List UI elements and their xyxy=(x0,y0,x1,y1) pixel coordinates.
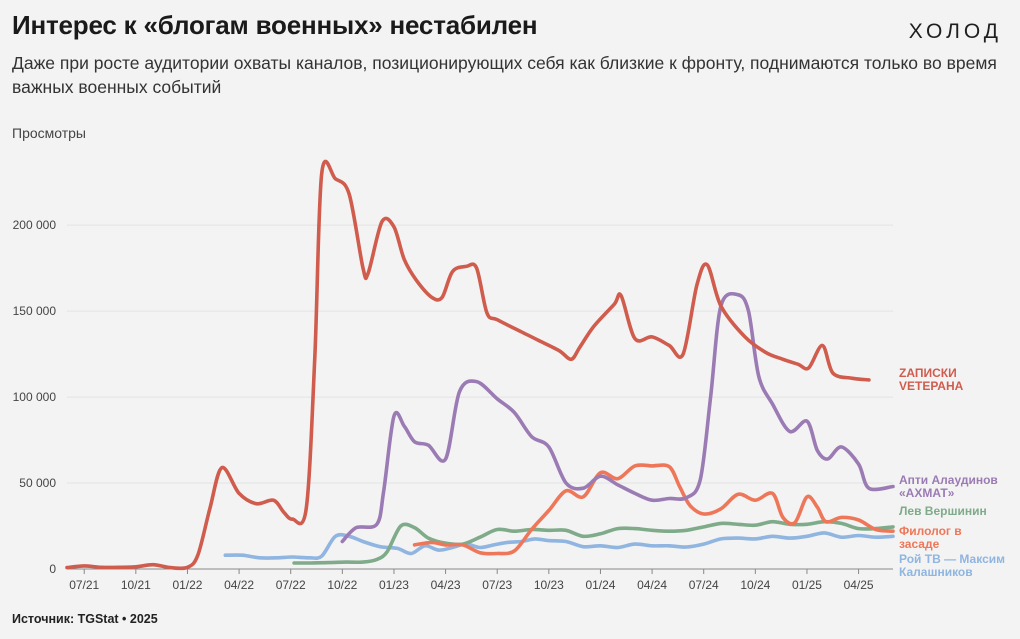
chart-subtitle: Даже при росте аудитории охваты каналов,… xyxy=(12,53,997,97)
series-label: Апти Алаудинов «АХМАТ» xyxy=(899,473,998,500)
x-tick-label: 01/25 xyxy=(792,578,822,592)
source-note: Источник: TGStat • 2025 xyxy=(12,612,158,626)
x-tick-label: 07/22 xyxy=(276,578,306,592)
series-line xyxy=(223,531,895,560)
series-label: Филолог в засаде xyxy=(899,524,962,551)
y-tick-label: 100 000 xyxy=(13,390,57,404)
x-tick-label: 04/25 xyxy=(844,578,874,592)
brand-logo: ХОЛОД xyxy=(908,20,1002,43)
series-label: Рой ТВ — Максим Калашников xyxy=(899,552,1005,579)
y-tick-label: 0 xyxy=(49,562,56,576)
series-lines xyxy=(65,159,895,571)
x-tick-label: 07/23 xyxy=(482,578,512,592)
y-axis-ticks: 0 50 000 100 000 150 000 200 000 xyxy=(13,218,57,576)
x-tick-label: 10/24 xyxy=(740,578,770,592)
series-label: Лев Вершинин xyxy=(899,504,987,518)
x-tick-label: 10/22 xyxy=(327,578,357,592)
x-tick-label: 04/23 xyxy=(431,578,461,592)
y-tick-label: 50 000 xyxy=(19,476,56,490)
series-line xyxy=(65,159,871,571)
series-line xyxy=(412,463,895,556)
y-tick-label: 200 000 xyxy=(13,218,57,232)
x-tick-label: 01/24 xyxy=(585,578,615,592)
series-label: ZАПИСКИ VЕТЕРАНА xyxy=(899,366,964,393)
y-axis-label: Просмотры xyxy=(12,125,86,141)
series-line xyxy=(292,519,895,565)
chart-title: Интерес к «блогам военных» нестабилен xyxy=(12,10,538,40)
x-tick-label: 04/22 xyxy=(224,578,254,592)
x-tick-label: 10/21 xyxy=(121,578,151,592)
series-labels: Рой ТВ — Максим Калашников Лев Вершинин Фил… xyxy=(899,366,1005,579)
x-tick-label: 01/23 xyxy=(379,578,409,592)
series-line xyxy=(340,291,895,544)
x-tick-label: 04/24 xyxy=(637,578,667,592)
x-axis-ticks: 07/21 10/21 01/22 04/22 07/22 10/22 01/23 04/23… xyxy=(69,569,874,592)
grid-lines xyxy=(67,224,893,570)
x-tick-label: 07/21 xyxy=(69,578,99,592)
x-tick-label: 10/23 xyxy=(534,578,564,592)
x-tick-label: 01/22 xyxy=(172,578,202,592)
y-tick-label: 150 000 xyxy=(13,304,57,318)
x-tick-label: 07/24 xyxy=(689,578,719,592)
